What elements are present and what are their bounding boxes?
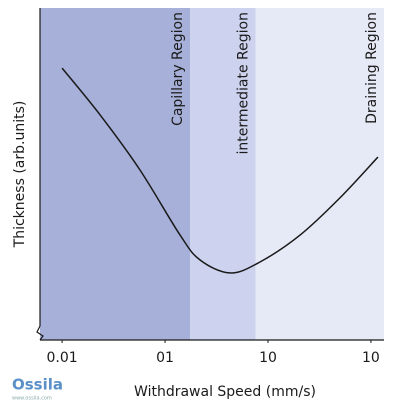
x-axis-label: Withdrawal Speed (mm/s) (134, 384, 316, 400)
curve (61, 67, 379, 274)
region-label: Capillary Region (170, 12, 186, 126)
axis-break (36, 325, 44, 341)
x-tick-label: 10 (259, 350, 277, 366)
y-axis-label: Thickness (arb.units) (12, 101, 28, 249)
region (40, 8, 191, 340)
logo: Ossila (12, 376, 63, 394)
region-label: Draining Region (364, 12, 380, 124)
x-tick-label: 0.01 (47, 350, 78, 366)
region-label: intermediate Region (236, 12, 252, 154)
x-tick-label: 10 (362, 350, 380, 366)
region (190, 8, 256, 340)
x-tick-label: 01 (156, 350, 174, 366)
logo-subtext: www.ossila.com (12, 396, 52, 402)
